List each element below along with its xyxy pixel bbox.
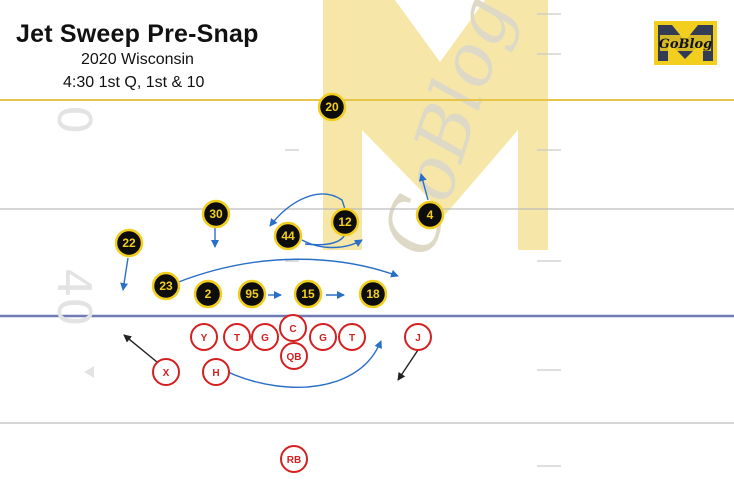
game-subtitle: 2020 Wisconsin	[81, 51, 194, 68]
svg-text:23: 23	[159, 279, 173, 293]
yard-number-top: 0	[47, 105, 101, 134]
svg-text:15: 15	[301, 287, 315, 301]
defender-95: 95	[237, 279, 267, 309]
arrow-44-12	[301, 239, 363, 249]
defender-18: 18	[358, 279, 388, 309]
yard-lines	[0, 208, 734, 424]
offense-g-left: G	[251, 323, 279, 351]
offense-t-right: T	[338, 323, 366, 351]
logo-text: GoBlog	[659, 37, 712, 52]
page-title: Jet Sweep Pre-Snap	[16, 20, 259, 48]
defense-group: 20 30 44 12 4 22 23 2 95 15 18	[114, 92, 445, 309]
svg-text:H: H	[212, 368, 219, 379]
hash-marks	[285, 13, 561, 467]
defender-20: 20	[317, 92, 347, 122]
offense-qb: QB	[280, 342, 308, 370]
defender-22: 22	[114, 228, 144, 258]
offense-h: H	[202, 358, 230, 386]
offense-y: Y	[190, 323, 218, 351]
svg-text:4: 4	[427, 208, 434, 222]
svg-text:Y: Y	[201, 333, 208, 344]
svg-text:QB: QB	[287, 352, 302, 363]
offense-group: Y T G C G T J QB X H RB	[152, 314, 432, 473]
arrow-4-up	[418, 173, 429, 201]
arrow-23-sweep	[175, 258, 399, 284]
svg-text:T: T	[349, 333, 355, 344]
defender-23: 23	[151, 271, 181, 301]
svg-text:C: C	[289, 324, 296, 335]
svg-text:G: G	[261, 333, 269, 344]
arrow-j-release	[397, 349, 419, 381]
svg-text:12: 12	[338, 215, 352, 229]
svg-text:18: 18	[366, 287, 380, 301]
svg-text:95: 95	[245, 287, 259, 301]
svg-text:30: 30	[209, 207, 223, 221]
svg-text:RB: RB	[287, 455, 301, 466]
defender-2: 2	[193, 279, 223, 309]
arrow-44-loop	[269, 193, 349, 246]
situation-subtitle: 4:30 1st Q, 1st & 10	[63, 74, 205, 91]
yard-number-bottom: 40	[47, 268, 101, 327]
defender-4: 4	[415, 200, 445, 230]
offense-rb: RB	[280, 445, 308, 473]
svg-text:X: X	[163, 368, 170, 379]
offense-g-right: G	[309, 323, 337, 351]
yard-direction-triangle	[84, 366, 94, 378]
goblog-logo: GoBlog	[654, 21, 717, 65]
defender-44: 44	[273, 221, 303, 251]
offense-j: J	[404, 323, 432, 351]
svg-text:G: G	[319, 333, 327, 344]
offense-c: C	[279, 314, 307, 342]
arrow-x-release	[123, 334, 158, 363]
defender-30: 30	[201, 199, 231, 229]
svg-text:2: 2	[205, 287, 212, 301]
svg-text:J: J	[415, 333, 421, 344]
offense-t-left: T	[223, 323, 251, 351]
svg-text:22: 22	[122, 236, 136, 250]
arrow-22-down	[120, 257, 129, 291]
offense-arrows	[123, 334, 419, 381]
defender-15: 15	[293, 279, 323, 309]
svg-text:44: 44	[281, 229, 295, 243]
svg-text:20: 20	[325, 100, 339, 114]
offense-x: X	[152, 358, 180, 386]
watermark-m-logo	[323, 0, 548, 250]
defender-12: 12	[330, 207, 360, 237]
svg-text:T: T	[234, 333, 240, 344]
defense-arrows	[120, 173, 429, 388]
arrow-h-motion	[215, 340, 382, 388]
